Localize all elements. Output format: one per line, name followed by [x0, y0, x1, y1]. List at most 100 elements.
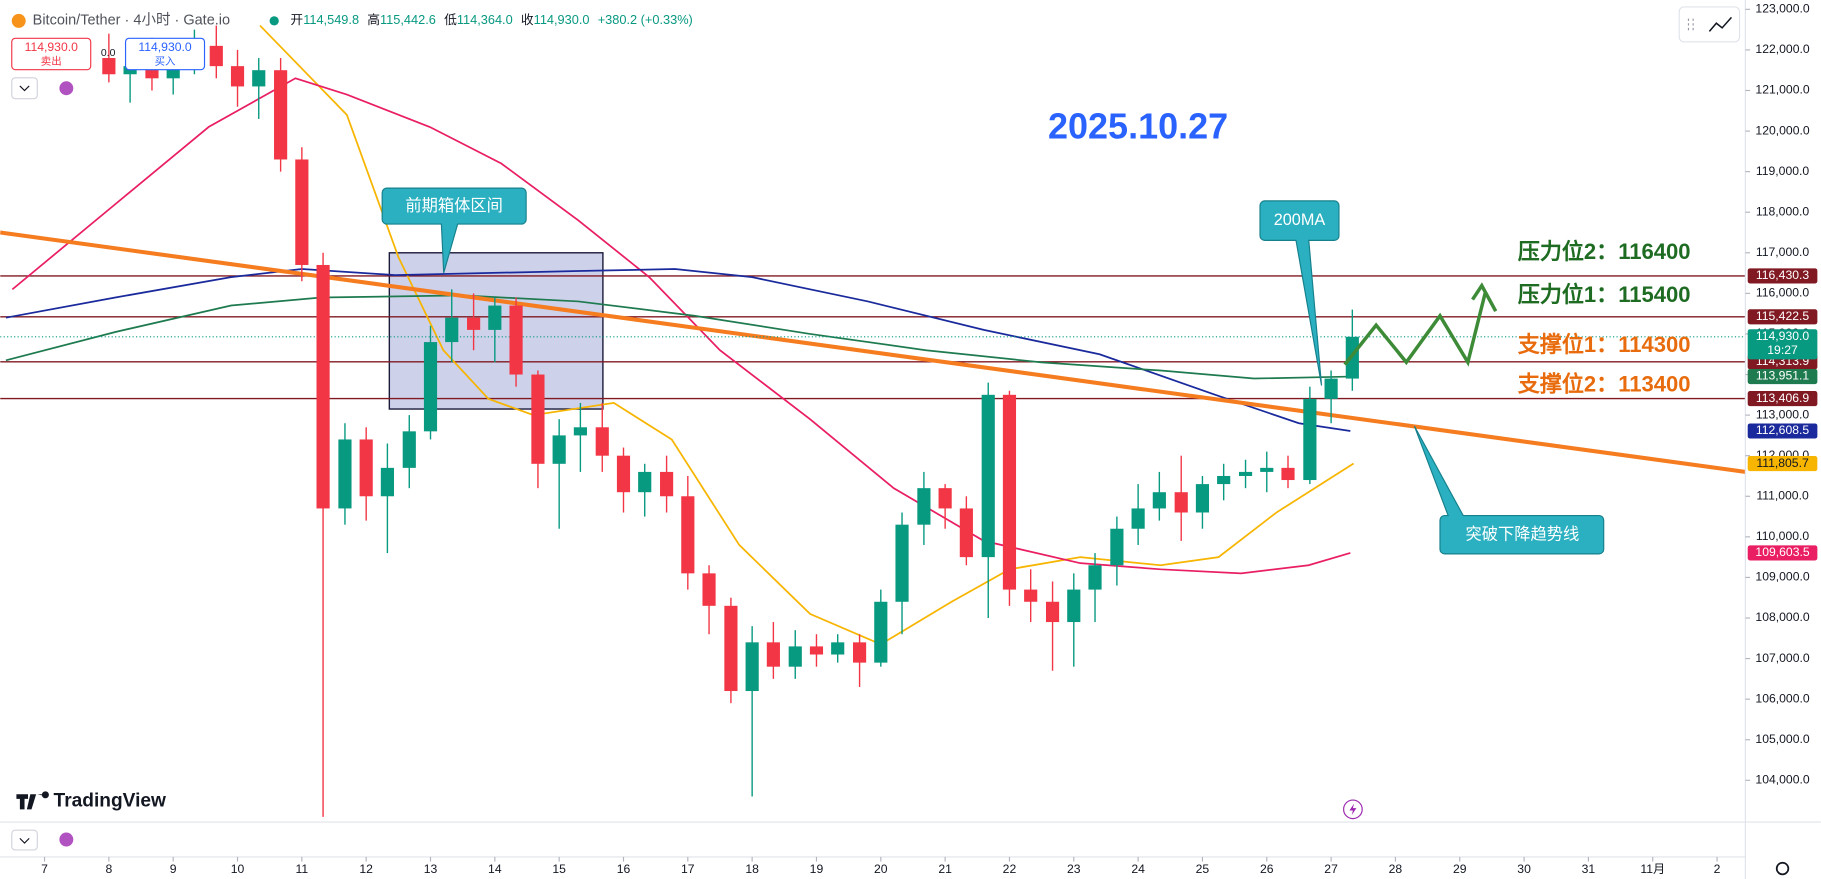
- x-tick-label: 11: [296, 862, 309, 876]
- ma-line: [259, 24, 1355, 646]
- candle-body: [917, 488, 931, 525]
- ohlc-label: 开: [290, 12, 303, 27]
- ohlc-value: 115,442.6: [380, 12, 436, 27]
- callout-shape: [1413, 425, 1605, 555]
- trend-icon[interactable]: [1708, 16, 1733, 32]
- candle-body: [359, 439, 373, 497]
- candle-body: [1024, 589, 1038, 602]
- candle-body: [745, 642, 759, 692]
- sell-button[interactable]: 114,930.0 卖出: [11, 37, 92, 71]
- y-tick-label: 108,000.0: [1755, 610, 1809, 624]
- level-tag-label: 113,406.9: [1756, 391, 1810, 405]
- buy-label: 买入: [155, 55, 176, 67]
- candle-body: [1067, 589, 1081, 623]
- scroll-button[interactable]: [11, 829, 38, 851]
- candle-body: [209, 45, 223, 67]
- y-tick-label: 110,000.0: [1756, 529, 1810, 543]
- x-tick-label: 14: [488, 862, 502, 876]
- refresh-icon[interactable]: [59, 832, 74, 847]
- brand: TradingView: [16, 790, 166, 811]
- candle-body: [1303, 398, 1317, 481]
- ohlc-value: 114,549.8: [303, 12, 359, 27]
- candle-body: [102, 58, 116, 75]
- level-tag: [1747, 268, 1818, 284]
- sell-label: 卖出: [41, 54, 62, 67]
- candle-body: [1217, 475, 1231, 485]
- candle-body: [981, 394, 995, 558]
- candle-body: [638, 471, 652, 493]
- box-callout: 前期箱体区间: [381, 187, 527, 274]
- buy-price: 114,930.0: [138, 40, 192, 54]
- sell-button-frame: [11, 37, 92, 71]
- candle-body: [616, 455, 631, 493]
- drag-icon[interactable]: [1687, 18, 1694, 31]
- resistance-label: 压力位2：116400: [1518, 239, 1691, 264]
- y-tick-label: 123,000.0: [1755, 2, 1809, 16]
- candle-body: [702, 573, 716, 606]
- ma-tag: [1747, 456, 1818, 472]
- candle-body: [959, 508, 973, 558]
- toolbar: [1678, 6, 1741, 43]
- candle-body: [573, 427, 587, 436]
- x-tick-label: 8: [105, 862, 112, 876]
- y-tick-label: 111,000.0: [1756, 488, 1809, 502]
- ohlc-label: 高: [367, 12, 380, 27]
- candle-body: [423, 342, 438, 432]
- level-tag-label: 116,430.3: [1756, 268, 1810, 282]
- callout-text: 200MA: [1274, 211, 1326, 229]
- candle-body: [660, 471, 674, 497]
- candle-body: [1002, 394, 1017, 590]
- candle-body: [402, 431, 416, 468]
- x-tick-label: 30: [1517, 862, 1531, 876]
- price-tag: [1747, 329, 1818, 360]
- ma-tag: [1747, 368, 1818, 385]
- candle-body: [445, 317, 459, 343]
- candle-body: [1238, 471, 1253, 476]
- y-tick-label: 107,000.0: [1755, 651, 1809, 665]
- candle-body: [874, 601, 888, 663]
- x-tick-label: 19: [810, 862, 824, 876]
- refresh-icon[interactable]: [59, 81, 74, 96]
- chevron-icon: [19, 85, 30, 92]
- x-tick-label: 22: [1003, 862, 1017, 876]
- x-tick-label: 7: [41, 862, 48, 876]
- candle-body: [724, 605, 738, 692]
- ma-line: [5, 268, 1351, 432]
- date-title: 2025.10.27: [1048, 105, 1228, 146]
- candle-body: [1174, 492, 1188, 513]
- resistance-label: 压力位1：115400: [1518, 282, 1691, 307]
- trend-line: [0, 230, 1746, 474]
- plot-area: [0, 24, 1746, 817]
- ma-tag-label: 112,608.5: [1756, 423, 1810, 437]
- y-tick-label: 106,000.0: [1755, 691, 1809, 705]
- candle-body: [1324, 378, 1338, 399]
- lightning: [1349, 803, 1357, 816]
- ma-tag: [1747, 423, 1818, 439]
- x-tick-label: 16: [617, 862, 631, 876]
- callout-shape: [1259, 200, 1340, 386]
- break-callout: 突破下降趋势线: [1413, 425, 1605, 555]
- chevron-icon: [19, 837, 30, 844]
- level-tag: [1747, 309, 1818, 325]
- ohlc-value: 114,930.0: [534, 12, 590, 27]
- x-tick-label: 18: [745, 862, 759, 876]
- y-tick-label: 113,000.0: [1756, 407, 1810, 421]
- x-tick-label: 27: [1324, 862, 1338, 876]
- candle-body: [1260, 467, 1274, 472]
- symbol: Bitcoin/Tether · 4小时 · Gate.io: [33, 12, 230, 29]
- x-tick-label: 31: [1582, 862, 1596, 876]
- candle-body: [509, 305, 523, 375]
- candle-body: [295, 159, 309, 265]
- collapse-button[interactable]: [11, 77, 38, 100]
- support-label: 支撑位1：114300: [1518, 332, 1691, 357]
- y-tick-label: 119,000.0: [1756, 164, 1810, 178]
- candle-body: [766, 642, 780, 667]
- candle-body: [316, 264, 330, 509]
- ma-tag: [1747, 545, 1818, 561]
- x-tick-label: 12: [359, 862, 373, 876]
- y-tick-label: 121,000.0: [1755, 83, 1809, 97]
- buy-button[interactable]: 114,930.0 买入: [124, 37, 206, 71]
- settings-icon[interactable]: [1775, 861, 1790, 876]
